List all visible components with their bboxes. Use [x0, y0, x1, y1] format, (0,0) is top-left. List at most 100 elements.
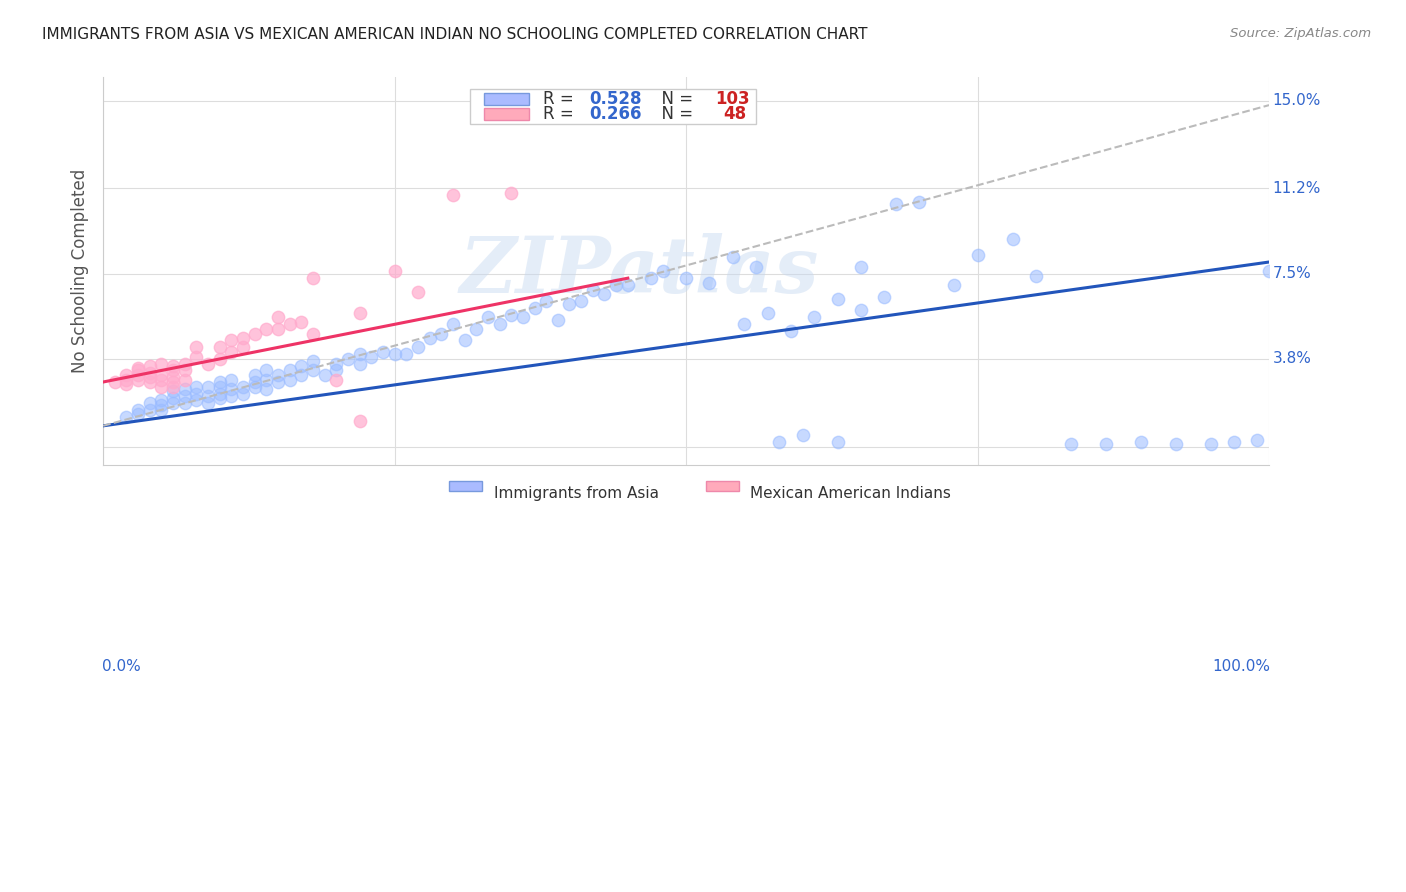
Point [173, 382, 195, 396]
Point [254, 363, 277, 377]
Text: 48: 48 [724, 105, 747, 123]
Point [675, 271, 697, 285]
Point [290, 368, 312, 382]
Point [651, 264, 673, 278]
Point [115, 409, 138, 424]
Bar [485, 108, 529, 120]
Point [582, 283, 605, 297]
Point [278, 363, 301, 377]
Point [139, 370, 162, 384]
Point [243, 368, 266, 382]
Point [1199, 437, 1222, 451]
Point [150, 368, 173, 382]
Point [419, 331, 441, 345]
Point [290, 315, 312, 329]
Point [150, 357, 173, 371]
Text: Source: ZipAtlas.com: Source: ZipAtlas.com [1230, 27, 1371, 40]
Point [115, 368, 138, 382]
Point [325, 357, 347, 371]
Point [302, 363, 325, 377]
Point [127, 361, 149, 376]
Text: 0.528: 0.528 [589, 90, 641, 108]
Point [104, 375, 127, 389]
Point [943, 278, 966, 293]
Point [208, 340, 231, 354]
Point [395, 347, 418, 361]
Point [547, 312, 569, 326]
Point [221, 382, 243, 396]
Point [384, 264, 406, 278]
Point [873, 290, 896, 304]
Point [197, 396, 219, 410]
Point [173, 396, 195, 410]
Point [232, 340, 254, 354]
FancyBboxPatch shape [471, 89, 756, 124]
Point [534, 294, 557, 309]
Point [430, 326, 453, 341]
Point [267, 310, 290, 325]
Point [827, 292, 849, 306]
Bar [706, 481, 738, 491]
Point [221, 334, 243, 348]
Text: ZIPatlas: ZIPatlas [460, 233, 820, 310]
Point [162, 391, 184, 405]
Point [290, 359, 312, 373]
Text: 11.2%: 11.2% [1272, 181, 1320, 195]
Point [792, 428, 814, 442]
Point [127, 402, 149, 417]
Point [162, 370, 184, 384]
Point [115, 373, 138, 387]
Point [523, 301, 546, 315]
Point [349, 347, 371, 361]
Bar [450, 481, 482, 491]
Point [849, 260, 872, 274]
Point [884, 197, 907, 211]
Point [162, 396, 184, 410]
Point [139, 402, 162, 417]
Point [721, 251, 744, 265]
Point [150, 402, 173, 417]
Point [162, 363, 184, 377]
Point [208, 351, 231, 366]
Text: R =: R = [543, 105, 579, 123]
Y-axis label: No Schooling Completed: No Schooling Completed [72, 169, 89, 374]
Point [150, 379, 173, 393]
Point [278, 318, 301, 332]
Point [150, 373, 173, 387]
Point [162, 379, 184, 393]
Point [558, 296, 581, 310]
Point [302, 326, 325, 341]
Text: 3.8%: 3.8% [1272, 351, 1312, 367]
Text: 0.0%: 0.0% [103, 659, 141, 673]
Point [208, 379, 231, 393]
Text: 103: 103 [716, 90, 749, 108]
Point [325, 363, 347, 377]
Point [406, 285, 429, 299]
Text: 7.5%: 7.5% [1272, 266, 1312, 281]
Point [1095, 437, 1118, 451]
Point [314, 368, 336, 382]
Point [208, 391, 231, 405]
Point [1025, 268, 1047, 283]
Point [243, 326, 266, 341]
Point [162, 359, 184, 373]
Point [617, 278, 640, 293]
Point [127, 407, 149, 421]
Point [780, 324, 803, 338]
Point [173, 389, 195, 403]
Point [640, 271, 662, 285]
Point [243, 375, 266, 389]
Point [371, 345, 394, 359]
Point [127, 363, 149, 377]
Point [360, 350, 382, 364]
Point [127, 373, 149, 387]
Text: 15.0%: 15.0% [1272, 93, 1320, 108]
Point [745, 260, 768, 274]
Point [162, 384, 184, 399]
Point [501, 186, 523, 200]
Point [1258, 264, 1281, 278]
Point [232, 386, 254, 401]
Point [325, 373, 347, 387]
Point [186, 350, 208, 364]
Point [1223, 435, 1246, 450]
